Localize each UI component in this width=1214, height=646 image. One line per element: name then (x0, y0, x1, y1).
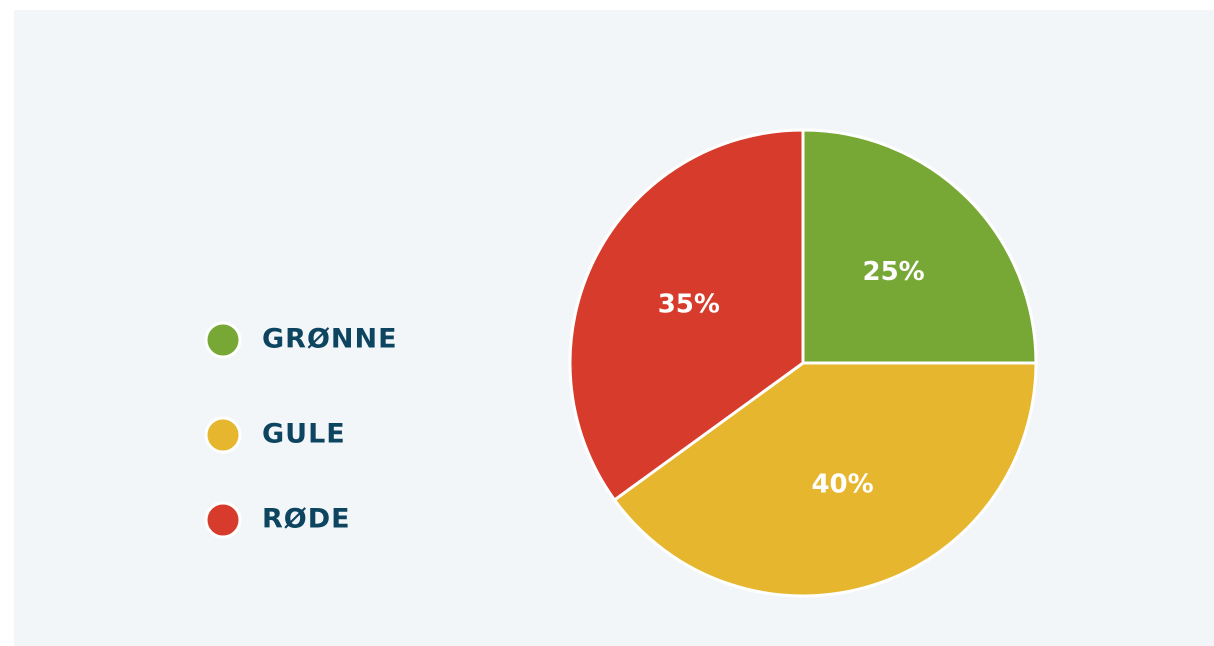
pie-slice (612, 361, 1038, 598)
slice-label: 25% (862, 257, 924, 287)
pie-slice (568, 128, 805, 503)
legend-swatch (204, 416, 242, 454)
pie-slice (801, 128, 1038, 365)
slice-label: 35% (658, 289, 720, 319)
legend-swatch (204, 321, 242, 359)
legend-swatch (204, 501, 242, 539)
slice-label: 40% (811, 469, 873, 499)
legend-label: RØDE (262, 504, 351, 535)
legend-label: GULE (262, 419, 346, 450)
legend-label: GRØNNE (262, 324, 398, 355)
